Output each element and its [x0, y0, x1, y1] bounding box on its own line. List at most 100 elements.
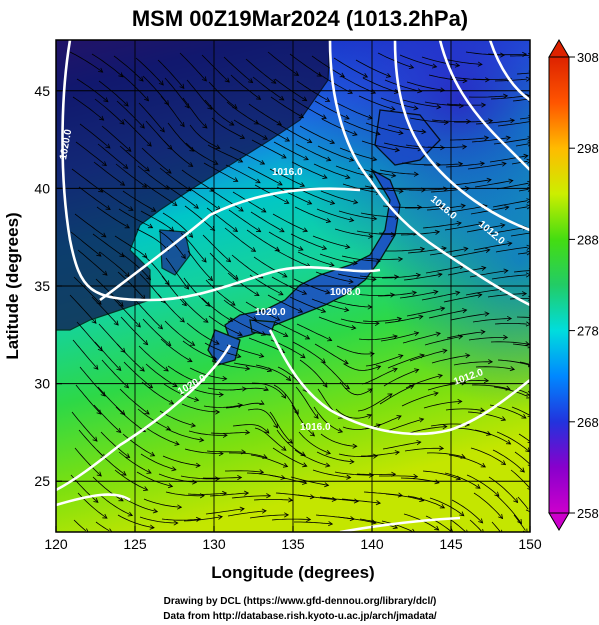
- streamline: [210, 189, 244, 212]
- streamline: [277, 123, 312, 143]
- streamline: [72, 339, 99, 370]
- streamline: [406, 307, 445, 317]
- streamline-arrowhead: [463, 246, 469, 252]
- streamline: [144, 426, 180, 445]
- streamline: [336, 102, 373, 119]
- streamline-arrowhead: [218, 451, 224, 457]
- streamline-arrowhead: [97, 346, 103, 352]
- streamline-arrowhead: [135, 322, 141, 328]
- streamline-arrowhead: [103, 97, 109, 103]
- streamline-arrowhead: [302, 479, 308, 485]
- streamline: [165, 491, 205, 497]
- streamline: [311, 298, 349, 311]
- streamline-arrowhead: [484, 311, 490, 317]
- streamline-arrowhead: [458, 161, 464, 167]
- streamline-arrowhead: [488, 118, 494, 124]
- streamline-arrowhead: [300, 451, 306, 457]
- streamline: [75, 141, 107, 166]
- streamline-arrowhead: [375, 258, 381, 264]
- streamline: [337, 273, 376, 280]
- streamline: [334, 228, 373, 238]
- streamline: [472, 78, 512, 80]
- streamline-arrowhead: [116, 365, 122, 371]
- streamline-arrowhead: [237, 331, 243, 337]
- streamline-arrowhead: [438, 445, 445, 451]
- streamline-arrowhead: [434, 525, 440, 531]
- streamline: [140, 453, 176, 471]
- streamline-arrowhead: [203, 317, 209, 323]
- streamline-arrowhead: [96, 409, 102, 415]
- streamline: [144, 183, 178, 206]
- streamline: [494, 323, 528, 325]
- streamline: [164, 77, 190, 109]
- streamline-arrowhead: [503, 334, 509, 340]
- streamline: [77, 249, 108, 276]
- streamline-arrowhead: [500, 223, 506, 229]
- streamline: [431, 354, 470, 364]
- streamline: [491, 521, 501, 532]
- streamline: [340, 318, 380, 324]
- streamline: [161, 275, 187, 306]
- colorbar-tick-label-288: 288: [577, 232, 599, 247]
- streamline: [343, 120, 381, 135]
- x-tick-label-145: 145: [439, 536, 463, 552]
- streamline-arrowhead: [259, 159, 266, 165]
- colorbar-tick-label-268: 268: [577, 415, 599, 430]
- streamline: [448, 205, 487, 213]
- colorbar-tick-label-278: 278: [577, 324, 599, 339]
- streamline: [445, 162, 485, 168]
- streamline: [202, 234, 231, 263]
- streamline: [69, 294, 97, 324]
- streamline-arrowhead: [261, 508, 267, 514]
- streamline: [76, 321, 103, 352]
- streamline: [184, 205, 215, 231]
- streamline-arrowhead: [101, 161, 107, 167]
- svg-text:1016.0: 1016.0: [272, 167, 303, 178]
- streamline-arrowhead: [525, 272, 530, 278]
- streamline: [274, 78, 307, 102]
- streamline: [120, 316, 148, 345]
- streamline-arrowhead: [236, 353, 242, 359]
- streamline-arrowhead: [479, 529, 484, 532]
- streamline-arrowhead: [322, 174, 328, 179]
- streamline-arrowhead: [91, 318, 97, 324]
- streamline-arrowhead: [329, 262, 335, 267]
- streamline-arrowhead: [210, 225, 216, 231]
- streamline: [510, 469, 530, 488]
- x-tick-label-140: 140: [360, 536, 384, 552]
- streamline: [276, 186, 312, 205]
- streamline-arrowhead: [454, 62, 461, 68]
- streamline: [135, 57, 164, 86]
- streamline: [409, 117, 449, 123]
- streamline: [101, 359, 129, 389]
- streamline-arrowhead: [526, 198, 530, 204]
- streamline-arrowhead: [398, 354, 404, 360]
- streamline: [425, 265, 464, 274]
- streamline-arrowhead: [282, 272, 288, 278]
- streamline: [424, 335, 463, 346]
- streamline-arrowhead: [504, 205, 510, 211]
- streamline-arrowhead: [480, 329, 486, 335]
- streamline: [119, 388, 150, 415]
- streamline-arrowhead: [202, 123, 208, 129]
- streamline: [333, 300, 372, 308]
- streamline: [188, 430, 227, 436]
- streamline: [253, 256, 288, 278]
- streamline: [97, 143, 128, 169]
- streamline: [383, 142, 422, 150]
- streamline: [201, 54, 230, 83]
- streamline: [444, 472, 481, 489]
- streamline-arrowhead: [222, 376, 228, 382]
- streamline: [321, 118, 358, 136]
- streamline-arrowhead: [309, 431, 316, 437]
- streamline-arrowhead: [387, 393, 393, 399]
- streamline-arrowhead: [417, 204, 423, 210]
- streamline-arrowhead: [213, 160, 219, 165]
- streamline-arrowhead: [414, 368, 420, 374]
- streamline-arrowhead: [460, 203, 466, 209]
- streamline-arrowhead: [181, 253, 186, 260]
- streamline-arrowhead: [98, 67, 104, 73]
- streamline-arrowhead: [259, 400, 265, 405]
- streamline: [252, 319, 288, 337]
- streamline-arrowhead: [352, 131, 358, 136]
